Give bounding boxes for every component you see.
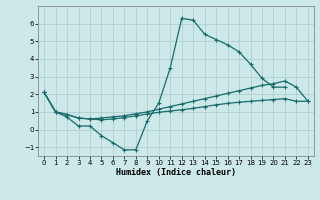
X-axis label: Humidex (Indice chaleur): Humidex (Indice chaleur) — [116, 168, 236, 177]
